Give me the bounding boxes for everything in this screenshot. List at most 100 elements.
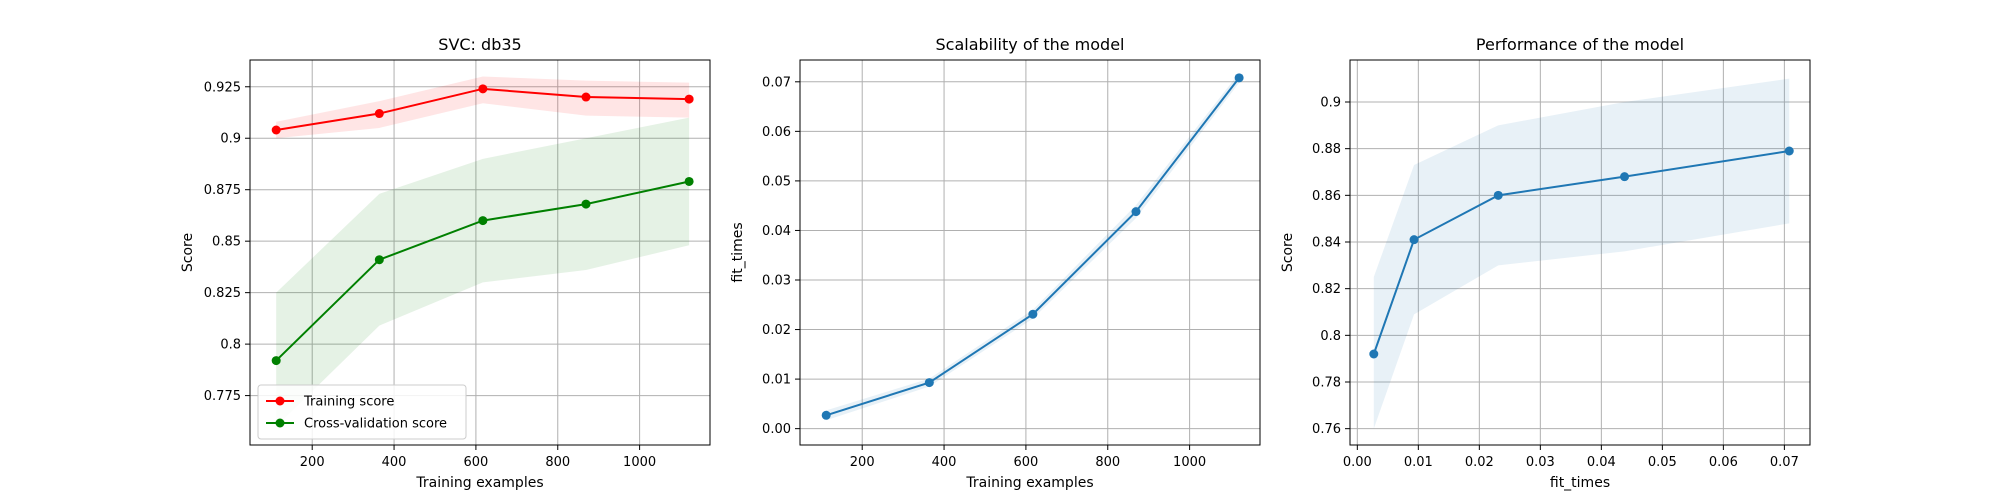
y-tick-label: 0.8 [220,338,241,353]
x-tick-label: 800 [545,455,570,470]
y-axis: 0.775 0.8 0.825 0.85 0.875 0.9 0.925 [204,80,250,404]
y-tick-label: 0.02 [762,323,791,338]
x-tick-label: 1000 [1173,455,1206,470]
data-point [1369,349,1379,359]
y-tick-label: 0.78 [1312,376,1341,391]
legend-label: Cross-validation score [304,417,447,432]
legend-entry: Training score [266,395,394,410]
y-tick-label: 0.9 [220,132,241,147]
y-axis-label: fit_times [730,222,746,282]
subplots: 200 400 600 800 10000.7750.80.8250.850.8750.… [180,35,1811,491]
legend-label: Training score [303,395,394,410]
data-point [374,109,384,119]
legend-box [257,384,467,440]
data-point [1784,146,1794,156]
confidence-band [1373,78,1790,429]
y-tick-label: 0.82 [1312,282,1341,297]
data-point [478,216,488,226]
x-tick-label: 600 [1013,455,1038,470]
grid [800,60,1260,445]
data-point [581,92,591,102]
data-point [684,176,694,186]
axes-frame [1349,59,1811,446]
x-axis: 200 400 600 800 1000 [850,445,1206,470]
x-tick-label: 0.03 [1526,455,1555,470]
x-tick-label: 1000 [623,455,656,470]
y-tick-label: 0.88 [1312,142,1341,157]
y-tick-label: 0.03 [762,274,791,289]
subplot-2: 200 400 600 800 1000 0.00 0.01 0.02 0.03 0.04 0.05… [730,35,1261,491]
data-point [581,199,591,209]
series-2 [271,117,694,427]
x-axis: 0.00 0.01 0.02 0.03 0.04 0.05 0.06 0.07 [1343,445,1799,470]
series-1 [1369,78,1794,429]
y-axis-label: Score [1280,233,1296,272]
y-tick-label: 0.01 [762,373,791,388]
axes-frame [249,59,711,446]
y-axis: 0.00 0.01 0.02 0.03 0.04 0.05 0.06 0.07 [762,75,800,437]
x-axis-label: Training examples [415,475,543,491]
chart-title: Performance of the model [1476,35,1684,54]
x-tick-label: 0.01 [1404,455,1433,470]
confidence-band [276,76,690,139]
y-tick-label: 0.775 [204,389,241,404]
series-1 [271,76,694,139]
chart-title: Scalability of the model [936,35,1125,54]
data-point [821,410,831,420]
y-axis: 0.76 0.78 0.8 0.82 0.84 0.86 0.88 0.9 [1312,96,1350,437]
y-tick-label: 0.07 [762,75,791,90]
legend: Training score Cross-validation score [257,384,467,440]
data-point [271,356,281,366]
legend-swatch-marker [275,418,285,428]
x-tick-label: 0.06 [1709,455,1738,470]
x-tick-label: 200 [850,455,875,470]
data-point [1620,172,1630,182]
axes-frame [799,59,1261,446]
series-1 [821,72,1244,421]
y-tick-label: 0.925 [204,80,241,95]
y-tick-label: 0.85 [212,235,241,250]
y-tick-label: 0.84 [1312,236,1341,251]
y-tick-label: 0.06 [762,125,791,140]
data-point [374,255,384,265]
x-tick-label: 0.00 [1343,455,1372,470]
data-point [271,125,281,135]
x-tick-label: 200 [300,455,325,470]
y-axis-label: Score [180,233,196,272]
y-tick-label: 0.00 [762,422,791,437]
data-point [684,94,694,104]
legend-swatch-marker [275,396,285,406]
data-point [1409,235,1419,245]
chart-title: SVC: db35 [438,35,521,54]
x-tick-label: 800 [1095,455,1120,470]
x-tick-label: 400 [932,455,957,470]
subplot-1: 200 400 600 800 10000.7750.80.8250.850.8750.… [180,35,711,491]
data-point [1131,207,1141,217]
data-point [924,378,934,388]
x-tick-label: 600 [463,455,488,470]
data-point [478,84,488,94]
x-tick-label: 0.05 [1648,455,1677,470]
x-tick-label: 400 [382,455,407,470]
grid [250,60,710,445]
x-axis: 200 400 600 800 1000 [300,445,656,470]
y-tick-label: 0.76 [1312,422,1341,437]
confidence-band [276,117,690,427]
x-tick-label: 0.07 [1770,455,1799,470]
data-point [1234,73,1244,83]
x-axis-label: fit_times [1550,475,1610,491]
y-tick-label: 0.04 [762,224,791,239]
subplot-3: 0.00 0.01 0.02 0.03 0.04 0.05 0.06 0.07 0.76 0.78… [1280,35,1811,491]
x-tick-label: 0.02 [1465,455,1494,470]
grid [1350,60,1810,445]
y-tick-label: 0.9 [1320,96,1341,111]
y-tick-label: 0.8 [1320,329,1341,344]
legend-entry: Cross-validation score [266,417,447,432]
x-axis-label: Training examples [965,475,1093,491]
data-point [1493,190,1503,200]
y-tick-label: 0.875 [204,183,241,198]
y-tick-label: 0.825 [204,286,241,301]
y-tick-label: 0.86 [1312,189,1341,204]
data-point [1028,309,1038,319]
